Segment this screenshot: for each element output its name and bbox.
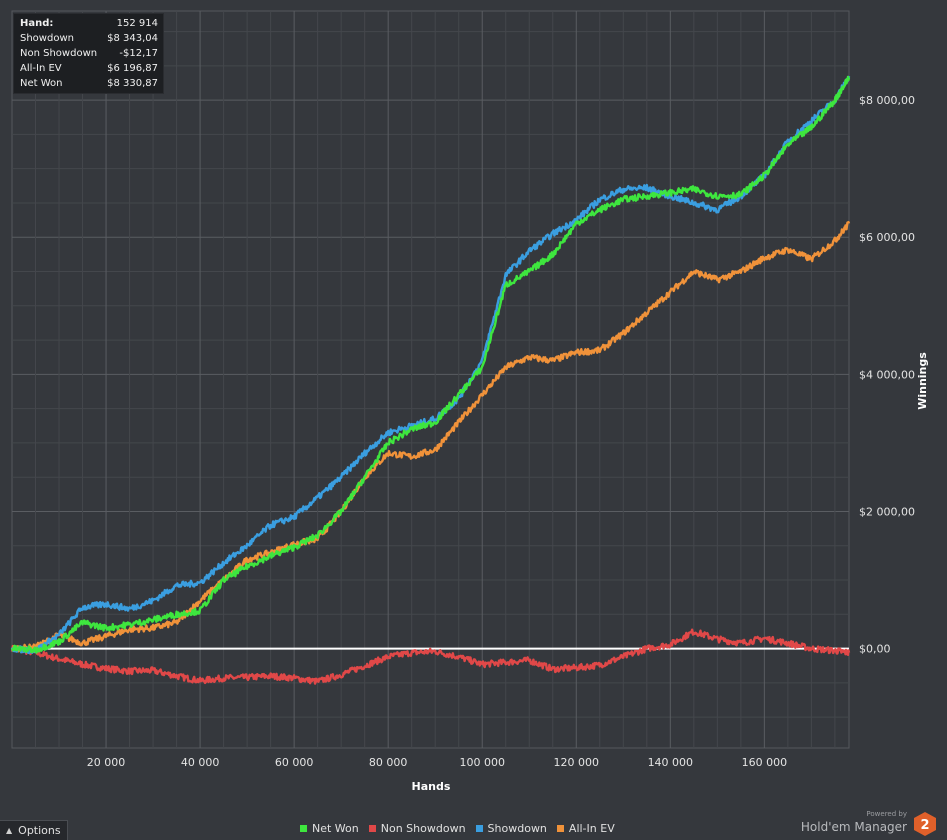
stats-row-allin-ev: All-In EV $6 196,87: [14, 61, 163, 76]
stats-tooltip: Hand: 152 914 Showdown $8 343,04 Non Sho…: [13, 13, 164, 94]
x-axis-ticks: 20 000 40 000 60 000 80 000 100 000 120 000 14…: [87, 756, 787, 769]
y-tick-label: $2 000,00: [859, 505, 915, 518]
legend-item-non-showdown[interactable]: Non Showdown: [368, 821, 466, 835]
stats-row-hand: Hand: 152 914: [14, 16, 163, 31]
options-label: Options: [18, 824, 61, 837]
series-line-non-showdown: [10, 628, 851, 685]
y-tick-label: $6 000,00: [859, 231, 915, 244]
x-tick-label: 100 000: [459, 756, 505, 769]
series-line-all-in-ev: [11, 220, 851, 653]
stats-label: All-In EV: [20, 63, 62, 74]
stats-value: -$12,17: [119, 48, 158, 59]
y-axis-ticks: $0,00 $2 000,00 $4 000,00 $6 000,00 $8 000,0…: [859, 94, 915, 655]
hm2-badge-icon: 2: [914, 812, 936, 836]
brand-name: Hold'em Manager: [800, 820, 907, 834]
stats-value: $8 330,87: [107, 78, 158, 89]
y-tick-label: $4 000,00: [859, 368, 915, 381]
stats-label: Non Showdown: [20, 48, 98, 59]
brand-logo: Powered by Hold'em Manager 2: [801, 808, 937, 836]
stats-row-non-showdown: Non Showdown -$12,17: [14, 46, 163, 61]
badge-number: 2: [920, 818, 929, 833]
stats-label: Showdown: [20, 33, 74, 44]
stats-row-net-won: Net Won $8 330,87: [14, 76, 163, 91]
x-tick-label: 60 000: [275, 756, 314, 769]
series-line-net-won: [10, 75, 851, 654]
plot-frame: [11, 10, 850, 749]
stats-label: Hand:: [20, 18, 54, 29]
x-tick-label: 120 000: [554, 756, 600, 769]
x-tick-label: 80 000: [369, 756, 408, 769]
legend-swatch: [300, 824, 307, 832]
legend-swatch: [475, 824, 483, 832]
stats-row-showdown: Showdown $8 343,04: [14, 31, 163, 46]
stats-value: 152 914: [116, 18, 158, 29]
y-axis-title: Winnings: [916, 352, 929, 410]
legend-swatch: [556, 824, 564, 832]
chevron-up-icon: ▲: [6, 826, 13, 835]
legend-item-showdown[interactable]: Showdown: [475, 821, 547, 835]
powered-by-text: Powered by: [866, 810, 907, 818]
legend-item-allin-ev[interactable]: All-In EV: [556, 821, 615, 835]
chart-series: [10, 75, 851, 685]
options-button[interactable]: ▲ Options: [0, 820, 68, 840]
series-line-showdown: [10, 75, 851, 655]
stats-value: $8 343,04: [107, 33, 158, 44]
stats-label: Net Won: [20, 78, 63, 89]
legend-label: Net Won: [312, 821, 359, 835]
x-tick-label: 140 000: [648, 756, 694, 769]
legend-item-net-won[interactable]: Net Won: [300, 822, 359, 835]
legend-label: All-In EV: [568, 821, 615, 835]
chart-legend: Net Won Non Showdown Showdown All-In EV: [300, 820, 615, 836]
y-tick-label: $8 000,00: [859, 94, 915, 107]
y-tick-label: $0,00: [859, 643, 891, 656]
legend-label: Non Showdown: [380, 821, 466, 835]
x-axis-title: Hands: [412, 780, 451, 793]
x-tick-label: 40 000: [181, 756, 220, 769]
chart-grid: [11, 10, 850, 749]
x-tick-label: 20 000: [87, 756, 126, 769]
legend-swatch: [368, 824, 376, 832]
x-tick-label: 160 000: [742, 756, 788, 769]
legend-label: Showdown: [487, 821, 547, 835]
stats-value: $6 196,87: [107, 63, 158, 74]
